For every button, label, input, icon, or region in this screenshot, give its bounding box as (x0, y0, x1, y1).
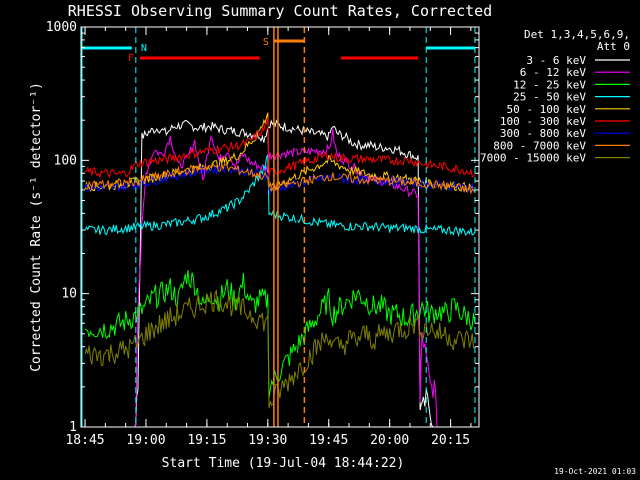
legend-label: 25 - 50 keV (513, 91, 586, 104)
legend-label: 50 - 100 keV (507, 103, 587, 116)
legend-label: 12 - 25 keV (513, 78, 586, 91)
chart-title: RHESSI Observing Summary Count Rates, Co… (68, 2, 492, 20)
y-tick-label: 10 (61, 287, 77, 302)
x-tick-label: 19:30 (248, 433, 287, 448)
x-tick-label: 20:00 (370, 433, 409, 448)
series-line-1-0 (85, 135, 296, 427)
marker-f: F (128, 53, 134, 64)
plot-frame (80, 26, 480, 428)
x-tick-label: 19:00 (126, 433, 165, 448)
x-tick-label: 19:15 (187, 433, 226, 448)
series-line-3-0 (84, 153, 297, 236)
x-axis-label: Start Time (19-Jul-04 18:44:22) (162, 456, 405, 471)
series-line-0-0 (85, 119, 296, 427)
marker-n: N (141, 43, 147, 54)
series-line-1-1 (296, 128, 439, 427)
legend-header-att: Att 0 (597, 40, 630, 53)
series-line-8-1 (297, 314, 476, 380)
legend-label: 100 - 300 keV (500, 115, 586, 128)
y-tick-label: 1 (69, 420, 77, 435)
y-tick-label: 1000 (46, 20, 77, 35)
y-tick-label: 100 (54, 153, 77, 168)
x-tick-label: 20:15 (431, 433, 470, 448)
series-line-4-0 (84, 112, 297, 192)
legend-label: 3 - 6 keV (526, 54, 586, 67)
y-axis-label: Corrected Count Rate (s⁻¹ detector⁻¹) (29, 82, 44, 372)
series-line-5-0 (84, 117, 297, 179)
legend-label: 800 - 7000 keV (493, 139, 586, 152)
series-line-7-0 (84, 161, 297, 193)
series-line-5-1 (297, 151, 476, 177)
legend-label: 300 - 800 keV (500, 127, 586, 140)
marker-s: S (263, 37, 269, 48)
legend-label: 6 - 12 keV (520, 66, 587, 79)
axis-ticks: 18:45 19:00 19:15 19:30 19:45 20:00 20:15 1 10 10… (46, 20, 479, 448)
x-tick-label: 18:45 (65, 433, 104, 448)
series-line-3-1 (297, 213, 476, 238)
x-tick-label: 19:45 (309, 433, 348, 448)
plot-area (81, 27, 476, 427)
series-line-0-1 (296, 124, 439, 427)
footer-date: 19-Oct-2021 01:03 (554, 467, 636, 476)
series-line-8-0 (84, 289, 297, 409)
series-line-7-1 (297, 172, 476, 195)
legend-label: 7000 - 15000 keV (480, 152, 586, 165)
series-line-2-1 (297, 288, 476, 353)
legend-header-det: Det 1,3,4,5,6,9, (524, 28, 630, 41)
series-line-2-0 (84, 270, 297, 399)
series-line-6-1 (297, 172, 476, 194)
